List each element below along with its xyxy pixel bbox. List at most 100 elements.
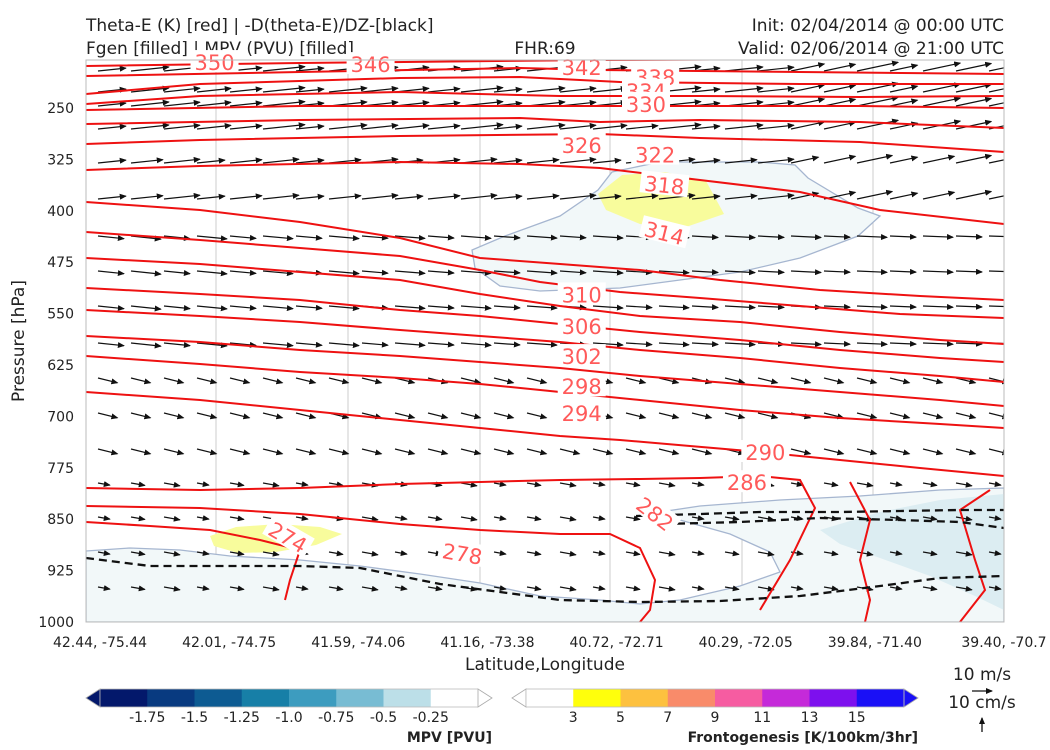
- wind-vector: [526, 122, 566, 130]
- wind-vector: [988, 270, 1004, 273]
- wind-vector: [262, 99, 306, 107]
- wind-vector: [295, 65, 325, 72]
- wind-vector: [856, 481, 874, 488]
- wind-vector: [889, 412, 911, 420]
- wind-vector: [823, 412, 845, 420]
- wind-vector: [262, 550, 280, 557]
- wind-vector: [955, 340, 983, 347]
- wind-vector: [955, 119, 993, 130]
- wind-vector: [625, 193, 659, 200]
- wind-vector: [955, 412, 977, 420]
- contour-label: 326: [557, 132, 606, 158]
- wind-vector: [889, 191, 919, 200]
- wind-vector: [130, 377, 152, 385]
- wind-vector: [361, 341, 389, 348]
- wind-vector: [163, 342, 191, 348]
- wind-vector: [97, 270, 125, 277]
- wind-vector: [922, 412, 944, 420]
- wind-vector: [757, 585, 775, 592]
- wind-vector: [790, 269, 822, 276]
- wind-vector: [493, 157, 523, 164]
- wind-vector: [724, 157, 758, 164]
- wind-vector: [592, 123, 628, 130]
- wind-vector: [295, 515, 309, 522]
- wind-vector: [361, 448, 383, 456]
- x-tick-label: 41.16, -73.38: [440, 635, 534, 651]
- contour-label-text: 318: [643, 172, 685, 200]
- wind-vector: [790, 377, 812, 385]
- wind-vector: [889, 98, 919, 107]
- wind-vector: [262, 342, 294, 349]
- wind-vector: [592, 304, 624, 311]
- wind-vector: [229, 515, 245, 522]
- wind-vector: [757, 192, 795, 200]
- wind-vector: [229, 193, 263, 200]
- wind-vector: [196, 235, 228, 242]
- wind-vector: [130, 193, 164, 200]
- wind-vector: [823, 233, 851, 240]
- wind-vector: [790, 341, 822, 348]
- contour-label: 350: [190, 50, 239, 75]
- wind-vector: [625, 515, 641, 522]
- wind-vector: [97, 481, 111, 488]
- wind-vector: [889, 233, 917, 240]
- wind-vector: [955, 515, 973, 522]
- wind-vector: [988, 305, 1004, 308]
- wind-vector: [295, 86, 325, 93]
- wind-vector: [229, 234, 257, 241]
- wind-vector: [526, 269, 558, 276]
- wind-vector: [757, 64, 795, 72]
- colorbar-tick: 15: [848, 710, 866, 726]
- wind-vector: [394, 123, 430, 130]
- wind-vector: [724, 122, 764, 130]
- wind-vector: [328, 270, 360, 277]
- wind-vector: [460, 85, 504, 93]
- colorbar-tick: 13: [801, 710, 819, 726]
- wind-vector: [691, 86, 721, 93]
- wind-vector: [394, 341, 426, 348]
- contour-label-bg: [557, 313, 606, 336]
- wind-vector: [922, 448, 944, 456]
- wind-vector: [493, 123, 523, 130]
- contour-label: 298: [557, 374, 606, 399]
- wind-vector: [361, 269, 389, 276]
- wind-vector: [526, 157, 560, 164]
- wind-vector: [559, 85, 597, 93]
- wind-vector: [295, 157, 325, 164]
- wind-vector: [130, 99, 170, 107]
- wind-vector: [592, 157, 622, 164]
- wind-vector: [493, 585, 507, 592]
- colorbar-tick: -0.75: [318, 710, 354, 726]
- colorbar-extend-left: [511, 688, 527, 708]
- wind-vector: [328, 448, 350, 456]
- wind-vector: [823, 448, 845, 456]
- wind-vector: [394, 585, 408, 592]
- wind-vector: [955, 268, 983, 275]
- colorbar-tick: 3: [569, 710, 578, 726]
- wind-vector: [856, 95, 900, 107]
- wind-vector: [658, 341, 690, 348]
- wind-vector: [394, 448, 416, 456]
- wind-vector: [493, 481, 507, 488]
- wind-vector: [922, 340, 954, 347]
- contour-label-text: 322: [635, 144, 675, 168]
- wind-vector: [427, 193, 461, 200]
- colorbar-tick: 5: [616, 710, 625, 726]
- wind-vector: [592, 515, 606, 522]
- contour-label-text: 290: [745, 441, 785, 465]
- wind-vector: [559, 550, 577, 557]
- wind-vector: [625, 412, 647, 420]
- wind-vector: [262, 85, 306, 93]
- colorbar-swatch: [620, 689, 669, 707]
- wind-vector: [163, 192, 201, 200]
- wind-vector: [889, 481, 903, 488]
- wind-vector: [625, 377, 647, 385]
- wind-vector: [988, 159, 1004, 164]
- y-axis-ticks: 250 325 400 475 550 625 700 775 850 925 1000: [38, 101, 74, 631]
- wind-vector: [757, 122, 795, 130]
- wind-vector: [658, 550, 676, 557]
- wind-vector: [988, 195, 1004, 200]
- wind-vector: [262, 585, 280, 592]
- wind-vector: [427, 515, 443, 522]
- wind-vector: [790, 62, 826, 72]
